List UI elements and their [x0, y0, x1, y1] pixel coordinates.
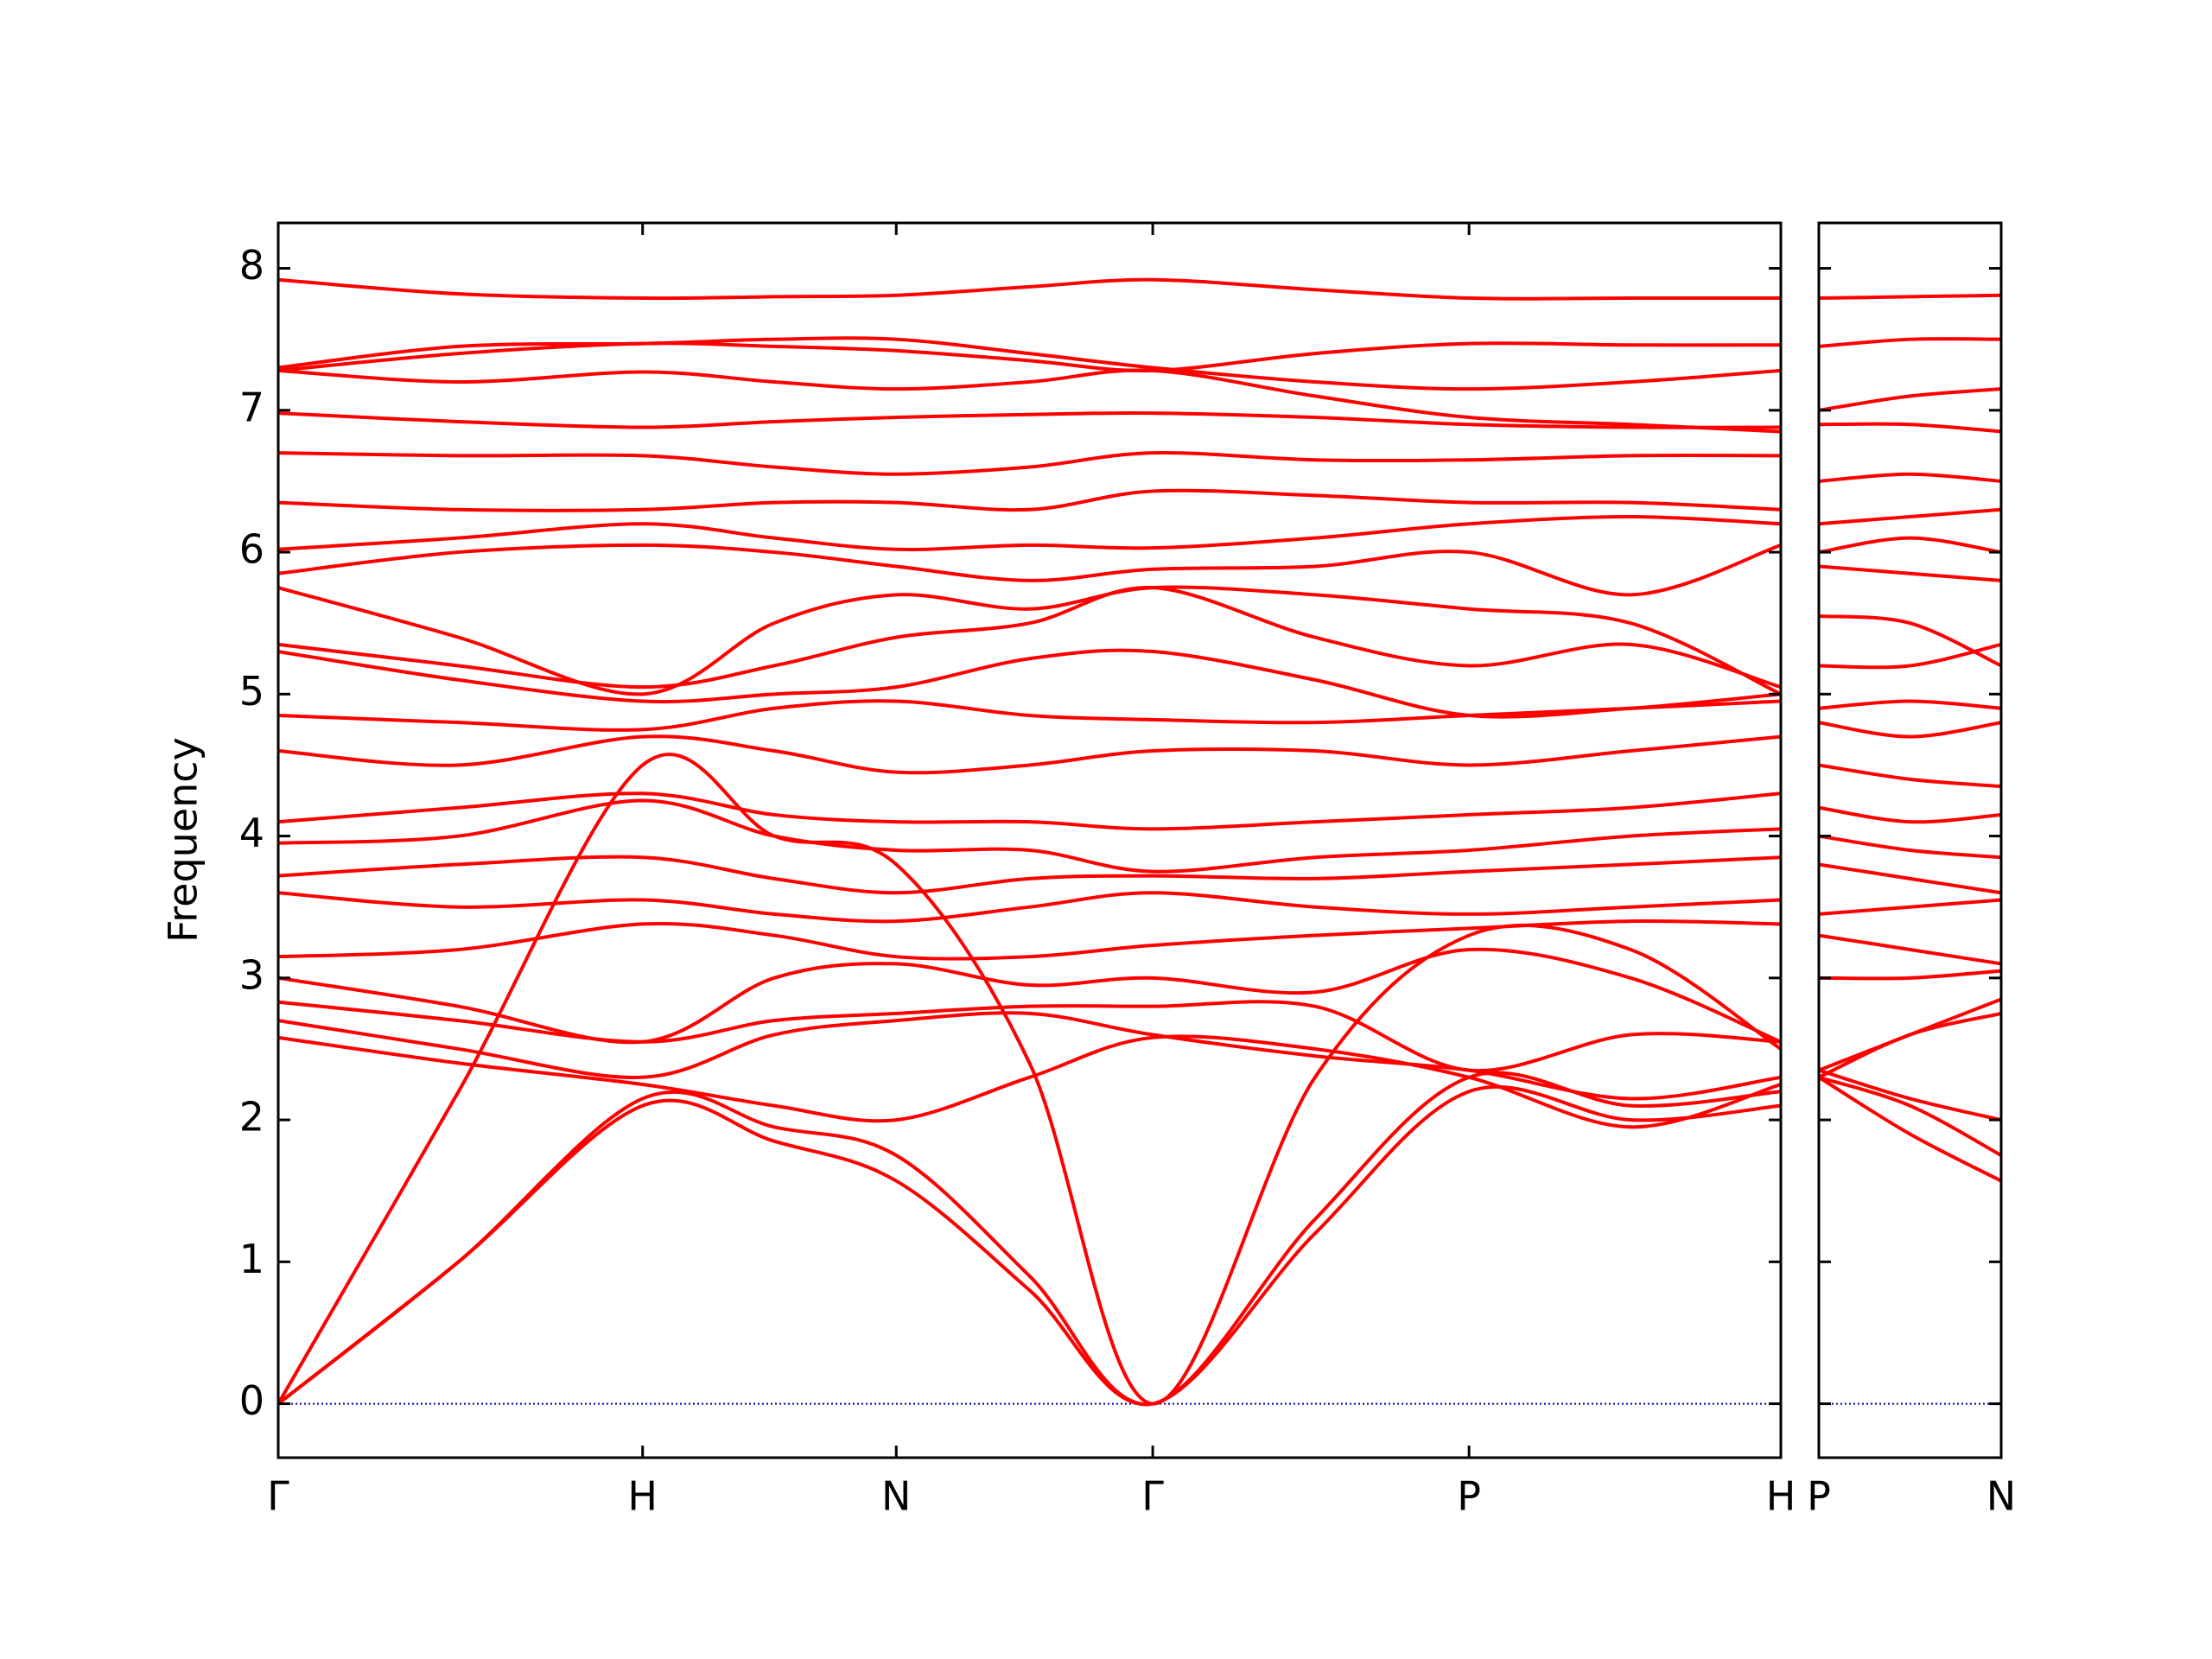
x-tick-label: H [627, 1473, 658, 1520]
band-line [278, 336, 1781, 391]
band-line [278, 1071, 1781, 1407]
y-tick-label: 4 [239, 810, 264, 856]
band-line [1819, 933, 2001, 966]
band-line [1819, 1011, 2001, 1079]
band-line [1819, 699, 2001, 710]
band-line [278, 919, 1781, 961]
x-tick-label: N [881, 1473, 911, 1520]
band-line [278, 753, 1781, 1406]
band-line [278, 277, 1781, 301]
x-tick-label: N [1986, 1473, 2016, 1520]
band-line [278, 791, 1781, 831]
band-line [1819, 387, 2001, 412]
band-line [1819, 536, 2001, 555]
y-tick-label: 3 [239, 951, 264, 998]
y-tick-label: 5 [239, 668, 264, 715]
band-line [278, 515, 1781, 551]
y-axis-label: Frequency [160, 737, 207, 943]
band-line [1819, 1075, 2001, 1157]
band-line [1819, 898, 2001, 916]
x-tick-label: Γ [267, 1473, 289, 1520]
band-line [1819, 721, 2001, 739]
band-line [278, 947, 1781, 1045]
band-line [278, 891, 1781, 924]
band-line [1819, 1076, 2001, 1183]
x-tick-label: Γ [1141, 1473, 1164, 1520]
band-line [1819, 805, 2001, 824]
band-line [278, 450, 1781, 476]
band-line [278, 488, 1781, 512]
band-line [1819, 969, 2001, 981]
band-line [278, 1011, 1781, 1101]
band-line [1819, 763, 2001, 789]
band-line [1819, 642, 2001, 670]
band-line [1819, 834, 2001, 860]
band-line [278, 798, 1781, 874]
axes-frame [276, 221, 1783, 1459]
band-line [278, 341, 1781, 372]
band-line [278, 855, 1781, 895]
band-line [1819, 862, 2001, 895]
band-line [1819, 507, 2001, 526]
band-line [1819, 1068, 2001, 1122]
band-line [278, 648, 1781, 719]
band-line [278, 1034, 1781, 1129]
band-line [1819, 472, 2001, 483]
band-line [278, 543, 1781, 597]
band-line [278, 1000, 1781, 1073]
y-tick-label: 7 [239, 384, 264, 430]
band-line [1819, 293, 2001, 301]
band-line [278, 368, 1781, 434]
band-line [1819, 564, 2001, 582]
band-line [278, 586, 1781, 690]
x-tick-label: H [1766, 1473, 1796, 1520]
band-line [278, 699, 1781, 732]
y-tick-label: 0 [239, 1377, 264, 1424]
band-line [278, 1084, 1781, 1407]
x-tick-label: P [1457, 1473, 1481, 1520]
y-tick-label: 6 [239, 526, 264, 573]
y-tick-label: 2 [239, 1094, 264, 1141]
band-line [278, 734, 1781, 775]
band-line [278, 585, 1781, 696]
band-line [1819, 997, 2001, 1072]
band-line [1819, 422, 2001, 434]
band-line [1819, 613, 2001, 668]
y-tick-label: 1 [239, 1236, 264, 1282]
band-line [278, 410, 1781, 429]
axes-frame [1817, 221, 2003, 1459]
y-tick-label: 8 [239, 242, 264, 289]
x-tick-label: P [1807, 1473, 1831, 1520]
band-line [1819, 337, 2001, 348]
